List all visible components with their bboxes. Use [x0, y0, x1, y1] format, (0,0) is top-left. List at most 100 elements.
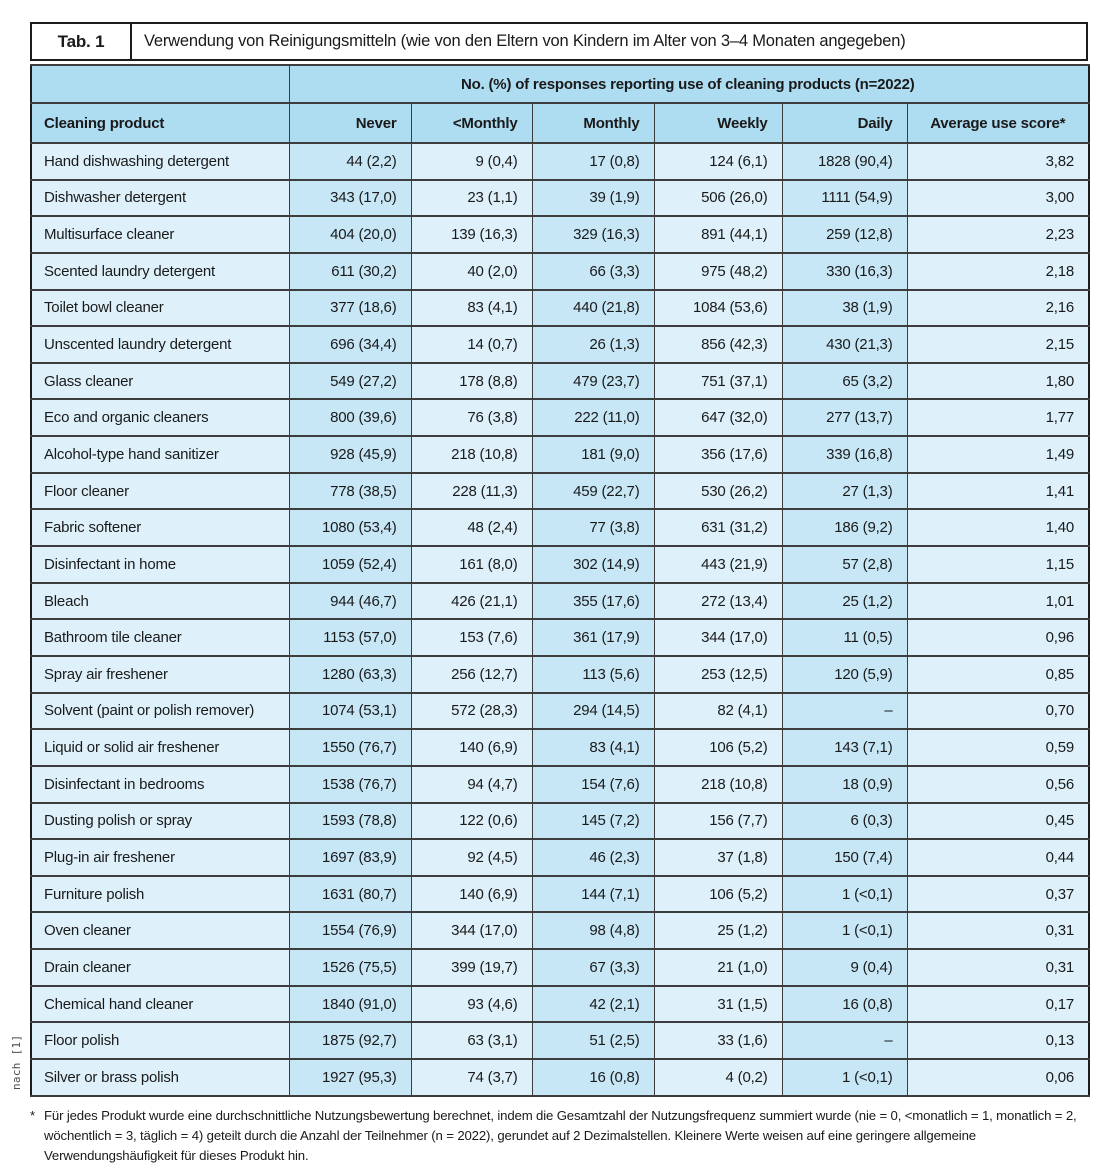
value-cell: 856 (42,3) — [653, 325, 783, 364]
product-name-cell: Chemical hand cleaner — [30, 984, 290, 1024]
value-cell: 944 (46,7) — [288, 581, 412, 621]
value-cell: 9 (0,4) — [410, 142, 533, 181]
value-cell: 696 (34,4) — [288, 325, 412, 364]
value-cell: 39 (1,9) — [531, 178, 655, 218]
table-row: Liquid or solid air freshener 1550 (76,7)… — [30, 728, 1090, 767]
product-name-cell: Solvent (paint or polish remover) — [30, 691, 290, 731]
value-cell: 21 (1,0) — [653, 948, 783, 987]
value-cell: 106 (5,2) — [653, 874, 783, 914]
value-cell: 94 (4,7) — [410, 764, 533, 804]
value-cell: 143 (7,1) — [781, 728, 908, 767]
product-name-cell: Unscented laundry detergent — [30, 325, 290, 364]
value-cell: 1,41 — [906, 471, 1090, 511]
value-cell: 1 (<0,1) — [781, 911, 908, 951]
value-cell: 0,56 — [906, 764, 1090, 804]
value-cell: 1080 (53,4) — [288, 508, 412, 548]
value-cell: 65 (3,2) — [781, 361, 908, 401]
table-row: Dusting polish or spray 1593 (78,8) 122 (0… — [30, 801, 1090, 841]
product-name-cell: Alcohol-type hand sanitizer — [30, 435, 290, 474]
value-cell: 1 (<0,1) — [781, 1058, 908, 1097]
value-cell: 0,31 — [906, 911, 1090, 951]
value-cell: 344 (17,0) — [410, 911, 533, 951]
value-cell: 0,06 — [906, 1058, 1090, 1097]
product-name-cell: Dusting polish or spray — [30, 801, 290, 841]
value-cell: 92 (4,5) — [410, 838, 533, 877]
value-cell: 38 (1,9) — [781, 288, 908, 328]
value-cell: 1,40 — [906, 508, 1090, 548]
column-header-never: Never — [288, 102, 412, 144]
table-row: Drain cleaner 1526 (75,5) 399 (19,7) 67 (3,… — [30, 948, 1090, 987]
value-cell: 928 (45,9) — [288, 435, 412, 474]
value-cell: 891 (44,1) — [653, 215, 783, 254]
band-empty-cell — [30, 64, 290, 104]
value-cell: 0,13 — [906, 1021, 1090, 1061]
product-name-cell: Glass cleaner — [30, 361, 290, 401]
value-cell: 377 (18,6) — [288, 288, 412, 328]
value-cell: 277 (13,7) — [781, 398, 908, 438]
column-header-daily: Daily — [781, 102, 908, 144]
value-cell: 0,59 — [906, 728, 1090, 767]
table-row: Disinfectant in home 1059 (52,4) 161 (8,0)… — [30, 545, 1090, 584]
value-cell: 46 (2,3) — [531, 838, 655, 877]
value-cell: 145 (7,2) — [531, 801, 655, 841]
table-titlebar: Tab. 1 Verwendung von Reinigungsmitteln … — [30, 22, 1088, 61]
value-cell: 356 (17,6) — [653, 435, 783, 474]
table-row: Multisurface cleaner 404 (20,0) 139 (16,3)… — [30, 215, 1090, 254]
value-cell: 800 (39,6) — [288, 398, 412, 438]
value-cell: 18 (0,9) — [781, 764, 908, 804]
product-name-cell: Eco and organic cleaners — [30, 398, 290, 438]
product-name-cell: Fabric softener — [30, 508, 290, 548]
value-cell: 259 (12,8) — [781, 215, 908, 254]
value-cell: 77 (3,8) — [531, 508, 655, 548]
footnote-text: Für jedes Produkt wurde eine durchschnit… — [44, 1107, 1077, 1163]
value-cell: 0,31 — [906, 948, 1090, 987]
value-cell: – — [781, 1021, 908, 1061]
value-cell: 330 (16,3) — [781, 251, 908, 291]
value-cell: 161 (8,0) — [410, 545, 533, 584]
value-cell: 1526 (75,5) — [288, 948, 412, 987]
product-name-cell: Oven cleaner — [30, 911, 290, 951]
value-cell: 93 (4,6) — [410, 984, 533, 1024]
table-figure: Tab. 1 Verwendung von Reinigungsmitteln … — [10, 22, 1090, 1166]
value-cell: 344 (17,0) — [653, 618, 783, 657]
value-cell: 51 (2,5) — [531, 1021, 655, 1061]
value-cell: 647 (32,0) — [653, 398, 783, 438]
table-row: Toilet bowl cleaner 377 (18,6) 83 (4,1) 440… — [30, 288, 1090, 328]
value-cell: 186 (9,2) — [781, 508, 908, 548]
value-cell: 67 (3,3) — [531, 948, 655, 987]
value-cell: 2,15 — [906, 325, 1090, 364]
value-cell: 572 (28,3) — [410, 691, 533, 731]
value-cell: 0,45 — [906, 801, 1090, 841]
value-cell: 1927 (95,3) — [288, 1058, 412, 1097]
table-row: Hand dishwashing detergent 44 (2,2) 9 (0,4… — [30, 142, 1090, 181]
value-cell: 113 (5,6) — [531, 654, 655, 694]
value-cell: 40 (2,0) — [410, 251, 533, 291]
value-cell: 611 (30,2) — [288, 251, 412, 291]
value-cell: 120 (5,9) — [781, 654, 908, 694]
value-cell: 329 (16,3) — [531, 215, 655, 254]
value-cell: 122 (0,6) — [410, 801, 533, 841]
value-cell: – — [781, 691, 908, 731]
value-cell: 1,80 — [906, 361, 1090, 401]
value-cell: 1,01 — [906, 581, 1090, 621]
value-cell: 26 (1,3) — [531, 325, 655, 364]
value-cell: 272 (13,4) — [653, 581, 783, 621]
value-cell: 139 (16,3) — [410, 215, 533, 254]
table-row: Dishwasher detergent 343 (17,0) 23 (1,1) 39… — [30, 178, 1090, 218]
value-cell: 530 (26,2) — [653, 471, 783, 511]
value-cell: 361 (17,9) — [531, 618, 655, 657]
value-cell: 106 (5,2) — [653, 728, 783, 767]
value-cell: 751 (37,1) — [653, 361, 783, 401]
value-cell: 0,44 — [906, 838, 1090, 877]
value-cell: 3,00 — [906, 178, 1090, 218]
value-cell: 1084 (53,6) — [653, 288, 783, 328]
value-cell: 82 (4,1) — [653, 691, 783, 731]
value-cell: 9 (0,4) — [781, 948, 908, 987]
table-row: Bleach 944 (46,7) 426 (21,1) 355 (17,6) 272 … — [30, 581, 1090, 621]
value-cell: 1840 (91,0) — [288, 984, 412, 1024]
value-cell: 218 (10,8) — [410, 435, 533, 474]
product-name-cell: Dishwasher detergent — [30, 178, 290, 218]
product-name-cell: Furniture polish — [30, 874, 290, 914]
value-cell: 778 (38,5) — [288, 471, 412, 511]
value-cell: 140 (6,9) — [410, 728, 533, 767]
